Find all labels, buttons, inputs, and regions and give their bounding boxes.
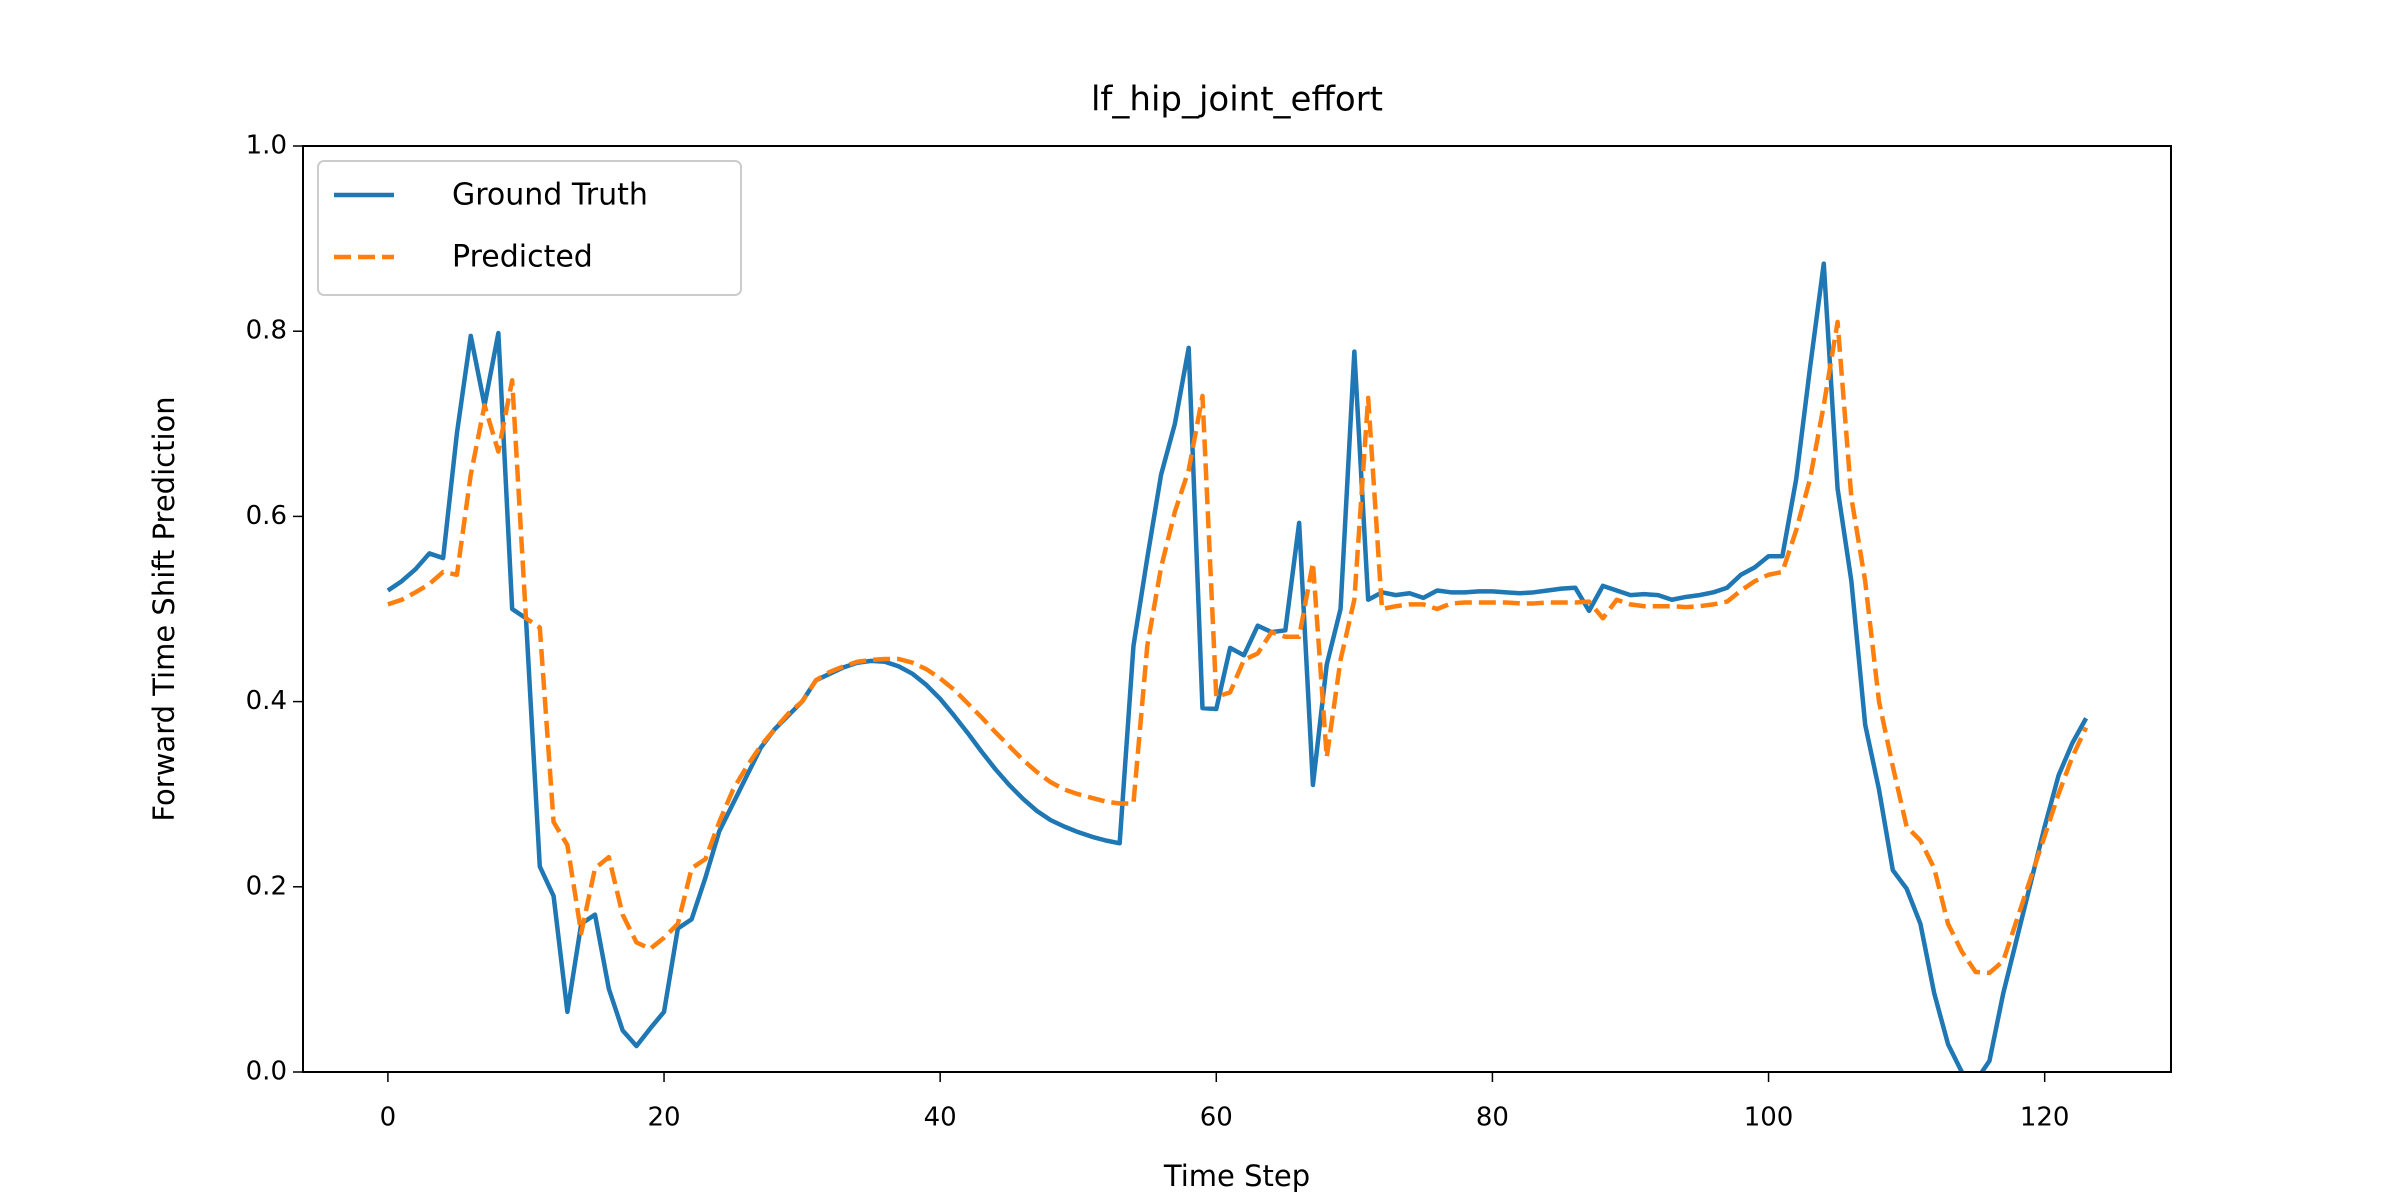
y-tick-label: 0.6 bbox=[246, 501, 287, 531]
legend-label: Predicted bbox=[452, 240, 593, 275]
y-tick-label: 0.4 bbox=[246, 686, 287, 716]
series-line bbox=[386, 261, 2089, 1072]
x-tick-label: 40 bbox=[924, 1103, 957, 1133]
x-tick-label: 80 bbox=[1476, 1103, 1509, 1133]
plot-area bbox=[386, 261, 2089, 1072]
legend-box bbox=[317, 160, 742, 296]
y-tick-label: 0.8 bbox=[246, 316, 287, 346]
x-axis-label: Time Step bbox=[1163, 1159, 1310, 1193]
y-axis-label: Forward Time Shift Prediction bbox=[147, 396, 181, 821]
x-tick-label: 0 bbox=[380, 1103, 397, 1133]
x-tick-label: 120 bbox=[2020, 1103, 2070, 1133]
x-tick-label: 100 bbox=[1744, 1103, 1794, 1133]
legend-label: Ground Truth bbox=[452, 178, 648, 213]
y-tick-label: 0.2 bbox=[246, 871, 287, 901]
x-tick-label: 20 bbox=[647, 1103, 680, 1133]
y-tick-label: 1.0 bbox=[246, 131, 287, 161]
axes-frame bbox=[302, 145, 2172, 1073]
series-line bbox=[387, 319, 2089, 976]
x-tick-label: 60 bbox=[1200, 1103, 1233, 1133]
y-tick-label: 0.0 bbox=[246, 1057, 287, 1087]
chart-title: lf_hip_joint_effort bbox=[1091, 80, 1383, 120]
